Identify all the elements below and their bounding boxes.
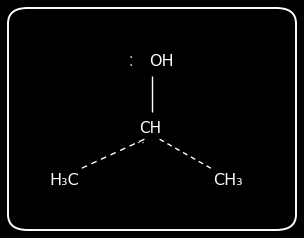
Text: H₃C: H₃C: [49, 173, 79, 188]
Text: CH₃: CH₃: [213, 173, 243, 188]
FancyBboxPatch shape: [8, 8, 296, 230]
Text: ··: ··: [136, 140, 147, 149]
Text: OH: OH: [149, 54, 174, 69]
Text: ·
·: · ·: [128, 53, 134, 71]
Text: CH: CH: [140, 121, 161, 136]
